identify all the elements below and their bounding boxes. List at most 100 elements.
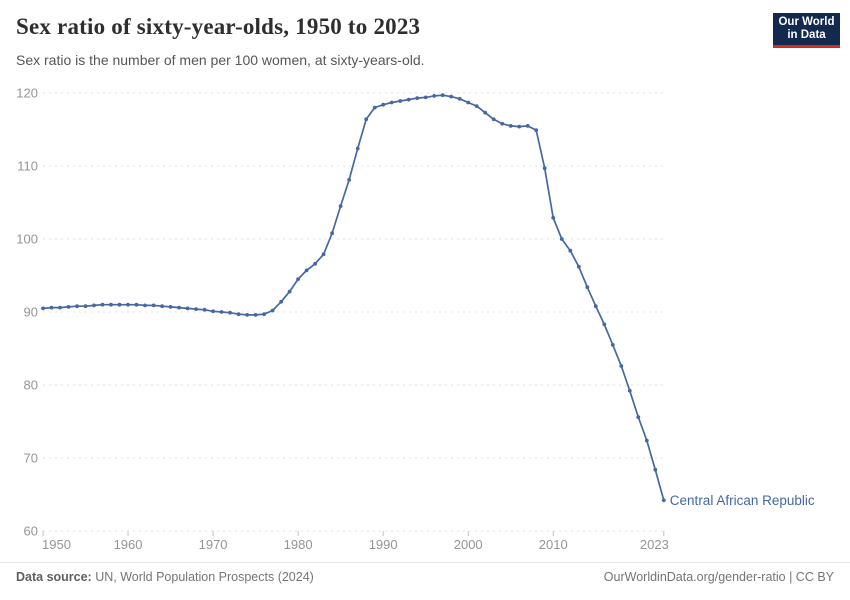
data-point-2007 <box>525 124 530 128</box>
data-point-1951 <box>49 305 54 310</box>
data-source-note: Data source: UN, World Population Prospe… <box>16 570 314 584</box>
data-point-2022 <box>653 467 658 472</box>
data-point-1996 <box>432 94 437 98</box>
data-point-1976 <box>262 312 266 317</box>
x-axis-label-1970: 1970 <box>199 537 228 552</box>
data-point-1960 <box>126 302 130 307</box>
data-point-1998 <box>449 94 454 99</box>
y-axis-label-70: 70 <box>24 451 38 466</box>
data-point-1959 <box>117 302 122 307</box>
data-point-2020 <box>636 415 641 419</box>
page-title: Sex ratio of sixty-year-olds, 1950 to 20… <box>16 14 421 39</box>
owid-logo: Our World in Data <box>773 13 840 48</box>
data-point-1957 <box>100 302 105 307</box>
owid-logo-line1: Our World <box>778 15 835 28</box>
y-axis-label-60: 60 <box>24 524 38 539</box>
data-point-2009 <box>542 166 547 171</box>
data-point-1999 <box>457 96 462 101</box>
data-point-2002 <box>483 110 488 115</box>
data-point-1974 <box>245 313 250 317</box>
data-point-1966 <box>177 305 182 310</box>
x-axis-label-1950: 1950 <box>42 537 71 552</box>
data-source-text: UN, World Population Prospects (2024) <box>91 570 314 584</box>
data-point-2019 <box>627 388 632 393</box>
data-point-1962 <box>143 303 147 308</box>
data-point-1982 <box>313 261 317 266</box>
data-point-2008 <box>534 128 539 133</box>
data-point-1958 <box>109 302 113 307</box>
data-point-2021 <box>644 438 649 443</box>
chart-subtitle: Sex ratio is the number of men per 100 w… <box>16 52 425 68</box>
data-point-1980 <box>296 277 300 281</box>
y-axis-label-110: 110 <box>17 159 38 174</box>
data-point-1993 <box>406 97 411 102</box>
data-point-1963 <box>151 303 156 308</box>
data-point-1971 <box>219 310 224 314</box>
data-point-2011 <box>559 237 564 241</box>
data-point-2006 <box>517 124 522 129</box>
data-point-1981 <box>304 268 309 273</box>
data-point-1970 <box>211 309 216 314</box>
data-point-1983 <box>321 252 326 257</box>
y-axis-label-80: 80 <box>24 378 38 393</box>
data-point-1991 <box>389 100 394 105</box>
data-point-1979 <box>287 289 292 294</box>
data-source-label: Data source: <box>16 570 92 584</box>
data-point-2018 <box>619 364 624 368</box>
data-line-central-african-republic[interactable] <box>42 94 665 501</box>
footer-divider <box>0 562 850 563</box>
x-axis-label-1980: 1980 <box>284 537 313 552</box>
credit-link[interactable]: OurWorldinData.org/gender-ratio | CC BY <box>603 570 834 584</box>
data-point-1984 <box>330 231 334 236</box>
data-point-1975 <box>253 313 258 317</box>
data-point-2014 <box>585 285 590 290</box>
data-point-2013 <box>576 264 581 269</box>
data-point-1965 <box>168 305 173 309</box>
data-point-1989 <box>372 105 377 110</box>
x-axis-label-1990: 1990 <box>369 537 398 552</box>
y-axis-label-100: 100 <box>16 232 38 247</box>
owid-logo-line2: in Data <box>787 29 826 41</box>
data-point-2012 <box>568 248 573 253</box>
data-point-1956 <box>92 303 96 308</box>
data-point-2003 <box>491 117 496 122</box>
data-point-1952 <box>58 305 62 310</box>
data-point-2000 <box>466 100 471 105</box>
data-point-1995 <box>423 95 428 100</box>
data-point-1992 <box>398 99 403 103</box>
data-point-1994 <box>415 96 420 100</box>
data-point-1972 <box>228 310 233 315</box>
data-point-1954 <box>75 304 79 309</box>
data-point-2017 <box>610 343 615 347</box>
data-point-1953 <box>66 305 71 309</box>
x-axis-label-2010: 2010 <box>539 537 568 552</box>
data-point-1987 <box>355 146 360 151</box>
data-point-1988 <box>364 117 369 122</box>
data-point-2001 <box>474 104 479 108</box>
x-axis-label-1960: 1960 <box>114 537 143 552</box>
series-end-label: Central African Republic <box>670 493 815 508</box>
data-point-1968 <box>194 307 199 311</box>
y-axis-label-120: 120 <box>16 86 38 101</box>
data-point-1997 <box>440 93 445 98</box>
data-point-1955 <box>83 304 88 309</box>
data-point-1961 <box>134 302 139 307</box>
x-axis-label-2000: 2000 <box>454 537 483 552</box>
data-point-1967 <box>185 306 190 311</box>
data-point-1977 <box>270 308 275 313</box>
data-point-2023 <box>661 498 666 503</box>
data-point-1973 <box>236 312 241 317</box>
data-point-1964 <box>160 304 165 309</box>
data-point-1978 <box>279 299 283 304</box>
y-axis-label-90: 90 <box>24 305 38 320</box>
data-point-2016 <box>602 322 607 327</box>
data-point-1986 <box>347 178 351 182</box>
data-point-2010 <box>551 215 556 220</box>
data-point-2005 <box>508 124 513 128</box>
data-point-2004 <box>500 121 505 126</box>
data-point-2015 <box>593 304 598 309</box>
data-point-1969 <box>202 307 207 312</box>
data-point-1985 <box>338 204 343 209</box>
